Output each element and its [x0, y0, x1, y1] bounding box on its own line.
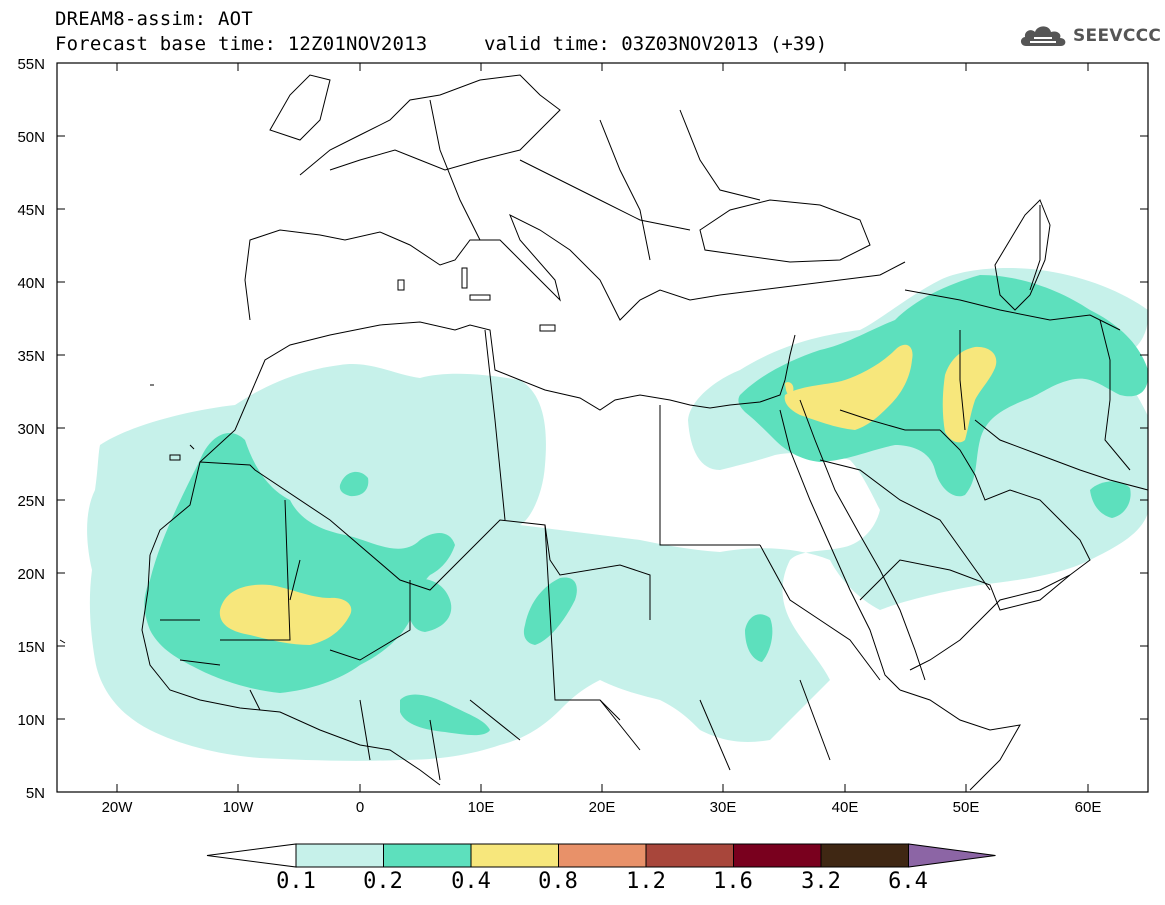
seevccc-logo: SEEVCCC: [1018, 22, 1161, 50]
map-frame: [56, 62, 1149, 793]
colorbar-bin: [558, 843, 647, 868]
colorbar-bin: [470, 843, 559, 868]
lat-label: 20N: [17, 566, 45, 583]
legend-label: 3.2: [801, 869, 841, 894]
lon-label: 30E: [710, 799, 737, 816]
colorbar-overflow-triangle: [908, 843, 996, 868]
lon-label: 60E: [1075, 799, 1102, 816]
map-title: DREAM8-assim: AOT: [55, 8, 253, 30]
colorbar-bin: [295, 843, 384, 868]
colorbar-bin: [733, 843, 822, 868]
legend-label: 1.6: [713, 869, 753, 894]
legend-label: 6.4: [888, 869, 928, 894]
legend-label: 0.4: [451, 869, 491, 894]
map-graticule: [57, 63, 1148, 792]
lat-label: 30N: [17, 421, 45, 438]
longitude-labels: 20W 10W 0 10E 20E 30E 40E 50E 60E: [102, 799, 1102, 816]
forecast-base-time: Forecast base time: 12Z01NOV2013: [55, 33, 428, 55]
logo-text: SEEVCCC: [1073, 26, 1162, 46]
lon-label: 20E: [589, 799, 616, 816]
lon-label: 10W: [223, 799, 255, 816]
legend-label: 0.8: [538, 869, 578, 894]
lon-label: 0: [356, 799, 364, 816]
lat-label: 50N: [17, 129, 45, 146]
lat-label: 25N: [17, 493, 45, 510]
legend-label: 1.2: [626, 869, 666, 894]
lat-label: 55N: [17, 56, 45, 73]
lon-label: 20W: [102, 799, 134, 816]
coastlines-borders: [59, 74, 1148, 791]
legend-label: 0.1: [276, 869, 316, 894]
lat-label: 5N: [26, 785, 45, 802]
latitude-labels: 55N 50N 45N 40N 35N 30N 25N 20N 15N 10N …: [17, 56, 45, 802]
lat-label: 45N: [17, 202, 45, 219]
colorbar-underflow-triangle: [206, 843, 297, 868]
aot-shading-0.4-0.8: [219, 344, 997, 645]
lat-label: 40N: [17, 275, 45, 292]
lon-label: 10E: [468, 799, 495, 816]
colorbar-bin: [383, 843, 472, 868]
lon-label: 50E: [953, 799, 980, 816]
legend-label: 0.2: [363, 869, 403, 894]
colorbar-bin: [645, 843, 734, 868]
cloud-icon: [1020, 26, 1066, 46]
lat-label: 10N: [17, 712, 45, 729]
colorbar-bin: [820, 843, 909, 868]
lon-label: 40E: [832, 799, 859, 816]
valid-time: valid time: 03Z03NOV2013 (+39): [484, 33, 828, 55]
lat-label: 35N: [17, 348, 45, 365]
lat-label: 15N: [17, 639, 45, 656]
